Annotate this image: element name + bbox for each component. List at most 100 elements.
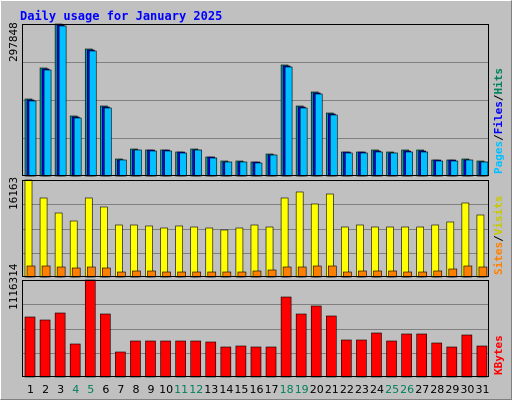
bar-pages-15 (239, 161, 248, 177)
bar-pages-1 (28, 100, 37, 177)
bar-visits-24 (371, 226, 379, 278)
bar-sites-20 (312, 265, 322, 278)
x-tick-label-26: 26 (400, 383, 414, 396)
bar-pages-3 (58, 25, 67, 177)
legend-entry: Pages (492, 141, 505, 174)
bar-visits-25 (386, 226, 394, 278)
bar-pages-22 (345, 152, 353, 177)
x-tick-label-9: 9 (148, 383, 155, 396)
bar-pages-17 (269, 154, 278, 177)
bar-pages-11 (179, 152, 187, 177)
bar-kbytes-30 (461, 334, 473, 378)
x-tick-label-1: 1 (27, 383, 34, 396)
bar-visits-12 (190, 226, 199, 278)
legend-entry: / (492, 235, 505, 242)
bar-visits-17 (265, 226, 274, 278)
bar-kbytes-24 (371, 332, 382, 378)
x-tick-label-15: 15 (234, 383, 248, 396)
bar-kbytes-22 (341, 339, 352, 378)
bar-visits-27 (416, 226, 424, 278)
bar-sites-21 (327, 265, 337, 278)
x-tick-label-17: 17 (265, 383, 279, 396)
bar-sites-5 (86, 266, 96, 278)
bar-kbytes-27 (416, 333, 427, 378)
bar-visits-14 (220, 229, 229, 278)
x-tick-label-8: 8 (132, 383, 139, 396)
bar-kbytes-5 (84, 279, 96, 378)
legend-entry: Visits (492, 196, 505, 236)
bar-sites-29 (448, 268, 458, 278)
x-tick-label-3: 3 (57, 383, 64, 396)
bar-sites-3 (56, 266, 66, 278)
x-tick-label-23: 23 (355, 383, 369, 396)
bar-visits-11 (175, 225, 183, 278)
bar-pages-9 (149, 150, 157, 177)
bar-pages-10 (164, 150, 172, 177)
bar-pages-21 (329, 114, 338, 177)
bar-kbytes-13 (205, 341, 217, 378)
bar-visits-26 (401, 226, 409, 278)
bar-sites-4 (71, 267, 81, 278)
x-tick-label-11: 11 (174, 383, 188, 396)
x-tick-label-4: 4 (72, 383, 79, 396)
bar-sites-6 (102, 267, 111, 278)
bar-kbytes-9 (145, 340, 156, 378)
bar-kbytes-7 (115, 351, 126, 378)
bar-kbytes-19 (295, 313, 307, 378)
legend-entry: Hits (492, 68, 505, 95)
bar-visits-19 (295, 191, 304, 278)
x-tick-label-5: 5 (87, 383, 94, 396)
y-max-label: 297848 (7, 22, 20, 62)
bar-kbytes-25 (386, 340, 397, 378)
x-tick-label-22: 22 (340, 383, 354, 396)
x-tick-label-19: 19 (295, 383, 309, 396)
bar-sites-17 (267, 269, 277, 278)
bar-sites-18 (282, 266, 292, 278)
bar-visits-21 (325, 193, 334, 278)
bar-pages-24 (375, 151, 383, 177)
panel-frame-visits-sites (22, 180, 489, 277)
bar-sites-31 (478, 266, 488, 278)
bar-kbytes-17 (265, 346, 277, 378)
bar-kbytes-29 (446, 346, 458, 378)
bar-pages-12 (194, 149, 203, 177)
bar-visits-15 (235, 227, 244, 278)
bar-visits-28 (431, 224, 440, 278)
bar-pages-6 (104, 107, 112, 177)
legend-entry: KBytes (492, 335, 505, 375)
bar-sites-30 (463, 265, 473, 278)
legend-entry: / (492, 134, 505, 141)
bar-pages-26 (405, 151, 413, 177)
bar-pages-20 (314, 93, 323, 177)
x-tick-label-28: 28 (430, 383, 444, 396)
bar-kbytes-4 (69, 343, 81, 378)
bar-pages-23 (360, 152, 368, 177)
bar-kbytes-21 (325, 315, 337, 378)
bar-kbytes-26 (401, 333, 412, 378)
y-max-label: 16163 (7, 177, 20, 210)
bar-sites-2 (41, 265, 51, 278)
x-tick-label-13: 13 (204, 383, 218, 396)
bar-pages-16 (254, 162, 263, 177)
bar-pages-25 (390, 152, 398, 177)
bar-pages-13 (209, 157, 218, 177)
bar-kbytes-14 (220, 346, 232, 378)
bar-kbytes-28 (431, 342, 443, 378)
x-tick-label-24: 24 (370, 383, 384, 396)
bar-pages-31 (480, 161, 489, 177)
x-tick-label-10: 10 (159, 383, 173, 396)
bar-pages-19 (299, 107, 308, 177)
x-tick-label-25: 25 (385, 383, 399, 396)
legend-entry: Sites (492, 242, 505, 275)
bar-visits-23 (356, 224, 364, 278)
bar-kbytes-2 (39, 319, 51, 378)
y-max-label: 1116314 (7, 263, 20, 310)
legend-entry: / (492, 94, 505, 101)
bar-kbytes-8 (130, 340, 141, 378)
x-tick-label-12: 12 (189, 383, 203, 396)
bar-visits-13 (205, 227, 214, 278)
x-tick-label-16: 16 (250, 383, 264, 396)
bar-visits-18 (280, 197, 289, 278)
bar-kbytes-10 (160, 340, 171, 378)
